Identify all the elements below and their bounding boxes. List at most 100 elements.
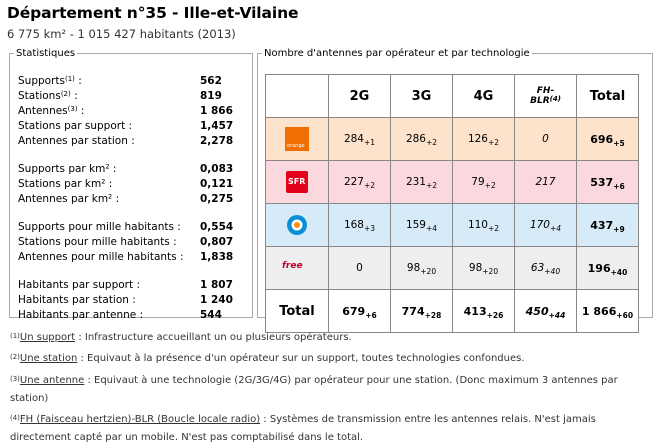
footnote-term-link[interactable]: Une antenne	[19, 375, 85, 386]
cell-value: 0	[542, 133, 549, 145]
statistics-panel: Statistiques Supports(1) : 562 Stations(2)…	[9, 48, 253, 321]
total-3g: 774+28	[390, 289, 453, 333]
stat-label-text: Stations	[18, 90, 61, 102]
cell-delta: +2	[484, 181, 496, 190]
stat-label: Supports par km² :	[18, 162, 116, 176]
stat-value: 544	[200, 309, 222, 321]
cell-total: 196+40	[576, 246, 639, 290]
cell-delta: +1	[363, 138, 376, 147]
cell-total: 537+6	[576, 160, 639, 204]
stat-value: 1 240	[200, 294, 233, 306]
cell-g3: 231+2	[390, 160, 453, 204]
footnote: (4)FH (Faisceau hertzien)-BLR (Boucle lo…	[10, 411, 650, 447]
stat-value: 819	[200, 90, 222, 102]
footnote-term-link[interactable]: Un support	[19, 332, 76, 343]
cell-g3: 159+4	[390, 203, 453, 247]
antennas-panel: Nombre d'antennes par opérateur et par t…	[257, 48, 653, 333]
stat-row: Stations(2) : 819	[18, 89, 250, 103]
antennas-table: 2G 3G 4G FH- BLR(4) Total orange 284+1 286+…	[265, 74, 639, 333]
footnote-term-link[interactable]: Une station	[19, 353, 78, 364]
stat-label: Supports(1) :	[18, 74, 82, 88]
page-subtitle: 6 775 km² - 1 015 427 habitants (2013)	[7, 27, 236, 41]
stat-label: Antennes par station :	[18, 134, 135, 148]
stat-value: 0,121	[200, 178, 234, 190]
stat-value: 0,275	[200, 193, 234, 205]
antennas-legend: Nombre d'antennes par opérateur et par t…	[264, 48, 530, 59]
cell-delta: +9	[613, 224, 625, 234]
footnote-number: (3)	[10, 375, 20, 383]
operator-row-orange: orange 284+1 286+2 126+2 0 696+5	[265, 117, 639, 161]
footnote-number: (2)	[10, 353, 20, 361]
cell-delta: +2	[363, 181, 376, 190]
stat-label-text: Supports	[18, 75, 65, 87]
stat-label: Antennes par km² :	[18, 192, 119, 206]
cell-delta: +4	[549, 224, 562, 233]
cell-value: 231	[405, 176, 426, 188]
page-title: Département n°35 - Ille-et-Vilaine	[7, 4, 299, 22]
stat-label-text: Stations par km² :	[18, 178, 113, 190]
cell-value: 284	[343, 133, 364, 145]
orange-logo-text: orange	[287, 143, 305, 149]
cell-g2: 284+1	[328, 117, 391, 161]
stat-label-text: Habitants par station :	[18, 294, 136, 306]
stat-value: 2,278	[200, 135, 234, 147]
total-4g: 413+26	[452, 289, 515, 333]
cell-value: 696	[590, 132, 614, 146]
stat-row: Supports par km² : 0,083	[18, 162, 250, 176]
cell-value: 168	[343, 219, 364, 231]
cell-delta: +6	[613, 181, 625, 191]
cell-value: 437	[590, 218, 614, 232]
operator-row-free: free 0 98+20 98+20 63+40 196+40	[265, 246, 639, 290]
header-blr-label: BLR	[530, 96, 550, 106]
total-4g-delta: +26	[486, 310, 504, 320]
stat-value: 1 807	[200, 279, 233, 291]
cell-total: 696+5	[576, 117, 639, 161]
footnote-term-link[interactable]: FH (Faisceau hertzien)-BLR (Boucle local…	[19, 414, 261, 425]
free-logo-text: free	[282, 261, 303, 271]
stat-value: 0,554	[200, 221, 234, 233]
total-3g-delta: +28	[424, 310, 442, 320]
operator-row-bouygues: 168+3 159+4 110+2 170+4 437+9	[265, 203, 639, 247]
operator-logo-cell: SFR	[265, 160, 329, 204]
cell-g2: 168+3	[328, 203, 391, 247]
header-fh-blr: FH- BLR(4)	[514, 74, 577, 118]
stat-label-suffix: :	[74, 75, 82, 87]
cell-value: 98	[468, 262, 483, 274]
stat-label-text: Antennes par station :	[18, 135, 135, 147]
cell-delta: +2	[425, 181, 438, 190]
stat-label-text: Antennes	[18, 105, 68, 117]
stat-value: 1,457	[200, 120, 234, 132]
cell-delta: +40	[544, 267, 561, 276]
stat-label: Stations par support :	[18, 119, 132, 133]
stat-row: Stations par km² : 0,121	[18, 177, 250, 191]
header-4g: 4G	[452, 74, 515, 118]
stat-label: Habitants par station :	[18, 293, 136, 307]
stat-label-suffix: :	[70, 90, 78, 102]
stat-row: Supports pour mille habitants : 0,554	[18, 220, 250, 234]
total-2g: 679+6	[328, 289, 391, 333]
stat-label: Stations par km² :	[18, 177, 112, 191]
cell-value: 98	[406, 262, 421, 274]
total-2g-value: 679	[342, 304, 366, 318]
header-2g: 2G	[328, 74, 391, 118]
stat-row: Antennes par km² : 0,275	[18, 192, 250, 206]
total-fh-value: 450	[525, 304, 549, 318]
header-empty-cell	[265, 74, 329, 118]
stat-row: Habitants par antenne : 544	[18, 308, 250, 322]
cell-fh: 217	[514, 160, 577, 204]
sfr-logo-icon: SFR	[286, 171, 308, 193]
cell-delta: +20	[482, 267, 499, 276]
cell-value: 196	[587, 261, 611, 275]
operator-row-sfr: SFR 227+2 231+2 79+2 217 537+6	[265, 160, 639, 204]
cell-g3: 286+2	[390, 117, 453, 161]
cell-value: 170	[529, 219, 550, 231]
total-total: 1 866+60	[576, 289, 639, 333]
stat-row: Habitants par station : 1 240	[18, 293, 250, 307]
stat-label: Habitants par antenne :	[18, 308, 143, 322]
operator-logo-cell: orange	[265, 117, 329, 161]
stat-value: 562	[200, 75, 222, 87]
cell-value: 227	[343, 176, 364, 188]
cell-fh: 63+40	[514, 246, 577, 290]
cell-g2: 0	[328, 246, 391, 290]
stat-label-text: Antennes pour mille habitants :	[18, 251, 184, 263]
